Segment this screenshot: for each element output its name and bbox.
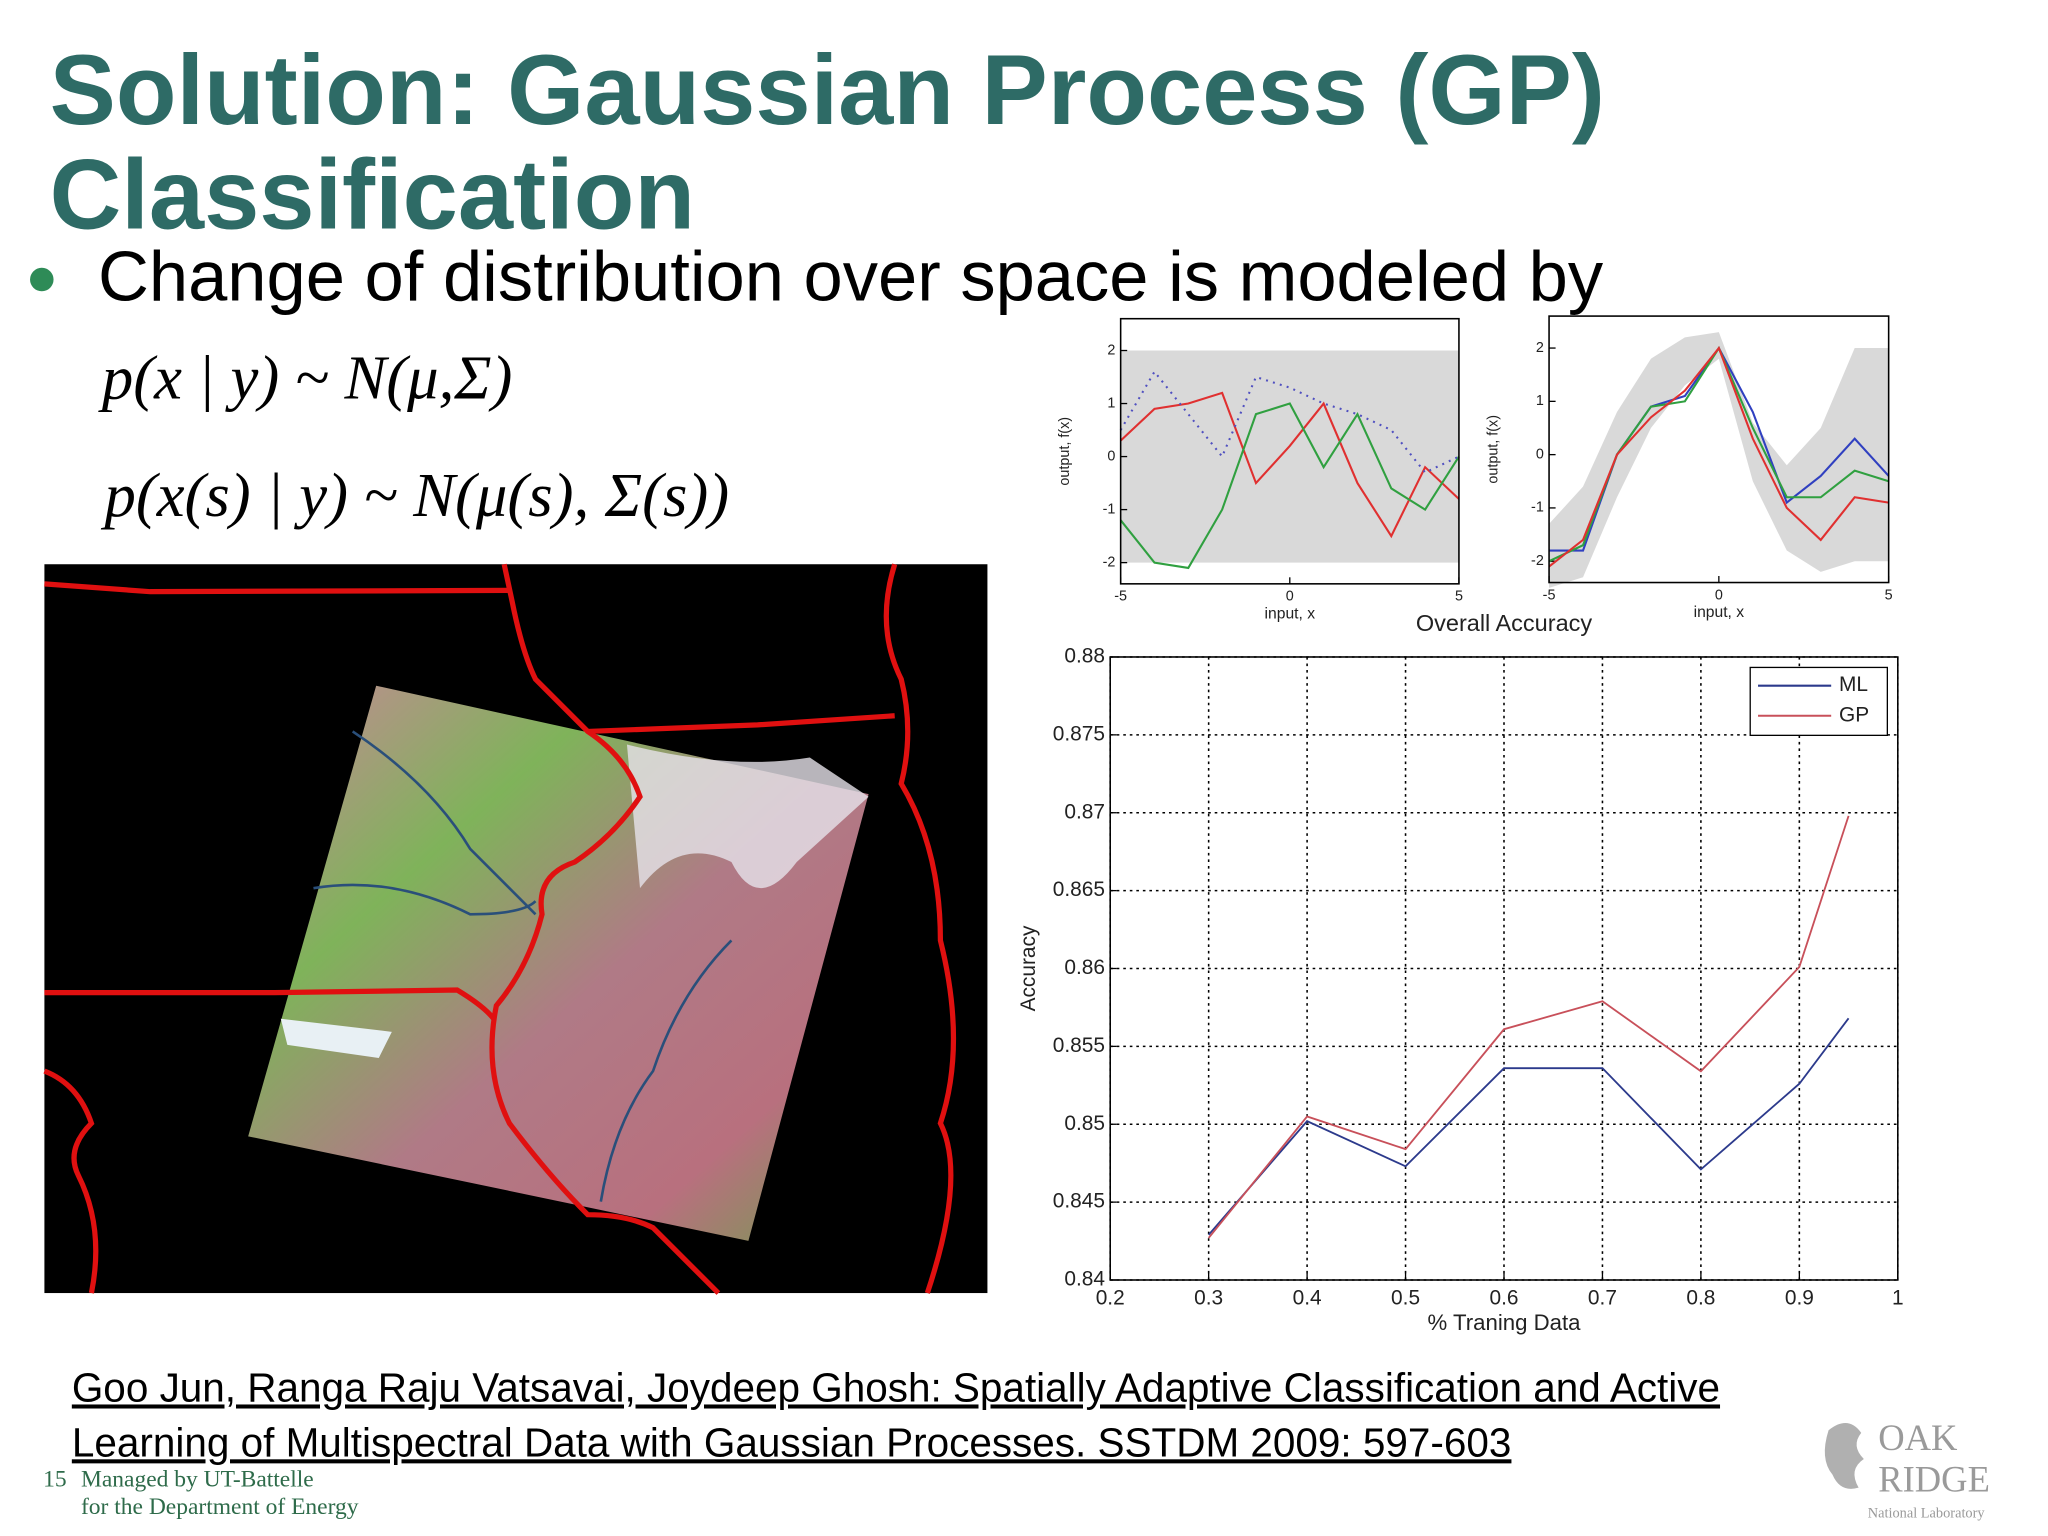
y-axis-label: Accuracy (1017, 925, 1040, 1011)
x-tick-label: 0.8 (1686, 1286, 1715, 1309)
x-tick-label: 0.2 (1096, 1286, 1125, 1309)
x-tick-label: 1 (1892, 1286, 1904, 1309)
citation: Goo Jun, Ranga Raju Vatsavai, Joydeep Gh… (72, 1364, 1720, 1410)
data-line (1207, 1017, 1850, 1236)
y-tick-label: 0.875 (1053, 722, 1105, 745)
y-tick-label: -2 (1531, 553, 1544, 569)
footer-text: Managed by UT-Battelle (81, 1466, 314, 1492)
chart-title: Overall Accuracy (1416, 610, 1593, 636)
x-tick-label: 0.5 (1391, 1286, 1420, 1309)
water-area (280, 1018, 392, 1058)
x-tick-label: 0.7 (1588, 1286, 1617, 1309)
satellite-map (43, 563, 988, 1295)
data-line (1207, 815, 1850, 1239)
y-tick-label: -1 (1103, 501, 1116, 517)
logo-text: RIDGE (1878, 1459, 1990, 1500)
y-tick-label: 0.85 (1064, 1112, 1105, 1135)
x-axis-label: % Traning Data (1428, 1310, 1582, 1335)
logo-mark (1824, 1422, 1864, 1489)
y-tick-label: 0.86 (1064, 956, 1105, 979)
x-tick-label: 0.9 (1785, 1286, 1814, 1309)
logo-text: National Laboratory (1868, 1506, 1986, 1522)
x-tick-label: -5 (1543, 587, 1556, 603)
y-tick-label: 0.845 (1053, 1190, 1105, 1213)
y-tick-label: 2 (1536, 340, 1544, 356)
bullet-text: Change of distribution over space is mod… (98, 236, 1604, 315)
y-tick-label: 0.87 (1064, 800, 1105, 823)
cloud-area (626, 744, 869, 889)
charts: 0.840.8450.850.8550.860.8650.870.8750.88… (1017, 315, 1904, 1335)
y-tick-label: 0.865 (1053, 878, 1105, 901)
x-tick-label: -5 (1114, 589, 1127, 605)
page-number: 15 (43, 1466, 66, 1492)
data-line (1119, 391, 1460, 539)
footer-text: for the Department of Energy (81, 1494, 359, 1520)
citation: Learning of Multispectral Data with Gaus… (72, 1419, 1512, 1465)
data-line (1548, 345, 1889, 568)
logo: OAK RIDGE National Laboratory (1824, 1417, 1990, 1522)
x-axis-label: input, x (1694, 604, 1745, 621)
legend-box (1749, 666, 1888, 736)
y-tick-label: 1 (1536, 393, 1544, 409)
plot-frame (1109, 656, 1899, 1281)
x-tick-label: 5 (1885, 587, 1893, 603)
x-tick-label: 0.3 (1194, 1286, 1223, 1309)
bullet-dot (30, 267, 54, 292)
x-axis-label: input, x (1265, 605, 1316, 622)
y-axis-label: output, f(x) (1057, 417, 1073, 486)
y-tick-label: -2 (1103, 554, 1116, 570)
x-tick-label: 5 (1455, 589, 1463, 605)
legend-label: GP (1839, 703, 1869, 726)
y-tick-label: 0 (1536, 446, 1544, 462)
y-tick-label: 2 (1107, 342, 1115, 358)
rivers (313, 730, 733, 1202)
y-tick-label: 0.84 (1064, 1268, 1105, 1291)
slide-title: Classification (50, 140, 695, 251)
x-tick-label: 0 (1715, 587, 1723, 603)
plot-frame (1548, 315, 1890, 584)
y-axis-label: output, f(x) (1485, 415, 1501, 484)
y-tick-label: 1 (1107, 395, 1115, 411)
y-tick-label: -1 (1531, 500, 1544, 516)
uncertainty-band (1120, 350, 1459, 563)
x-tick-label: 0.6 (1489, 1286, 1518, 1309)
plot-frame (1119, 317, 1460, 585)
data-line (1119, 402, 1460, 570)
equation: p(x(s) | y) ~ N(μ(s), Σ(s)) (100, 460, 729, 530)
y-tick-label: 0.855 (1053, 1034, 1105, 1057)
legend-label: ML (1839, 673, 1868, 696)
y-tick-label: 0 (1107, 448, 1115, 464)
state-borders (43, 563, 957, 1295)
x-tick-label: 0.4 (1293, 1286, 1322, 1309)
x-tick-label: 0 (1286, 589, 1294, 605)
equation: p(x | y) ~ N(μ,Σ) (98, 342, 513, 412)
y-tick-label: 0.88 (1064, 644, 1105, 667)
slide-title: Solution: Gaussian Process (GP) (50, 35, 1605, 146)
logo-text: OAK (1878, 1417, 1958, 1458)
